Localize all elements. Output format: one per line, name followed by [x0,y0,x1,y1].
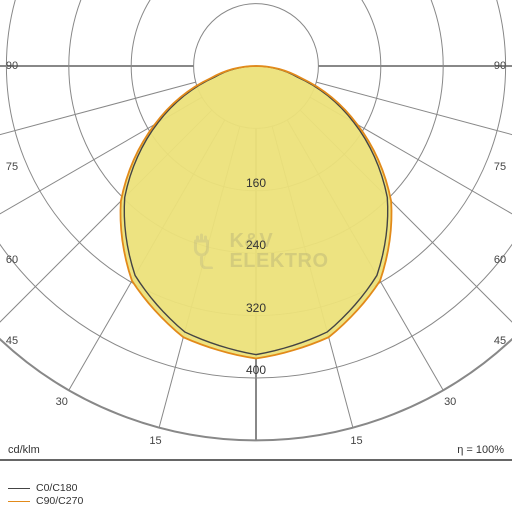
angle-label: 45 [6,335,18,347]
legend-label-c90: C90/C270 [36,495,83,508]
bottom-bar: cd/klm η = 100% C0/C180 C90/C270 [0,460,512,512]
polar-chart-svg [0,0,512,512]
polar-chart-container: 909075756060454530301515 160240320400 K&… [0,0,512,512]
legend-swatch-c90 [8,501,30,502]
angle-label: 45 [494,335,506,347]
angle-label: 15 [350,435,362,447]
radial-label: 160 [246,176,266,190]
legend-item-c0: C0/C180 [8,482,83,495]
legend-label-c0: C0/C180 [36,482,77,495]
legend-swatch-c0 [8,488,30,489]
angle-label: 60 [494,254,506,266]
angle-label: 30 [56,396,68,408]
angle-label: 75 [494,161,506,173]
angle-label: 90 [494,60,506,72]
eta-label: η = 100% [457,444,504,456]
legend-item-c90: C90/C270 [8,495,83,508]
radial-label: 400 [246,363,266,377]
angle-label: 90 [6,60,18,72]
angle-label: 60 [6,254,18,266]
angle-label: 15 [149,435,161,447]
angle-label: 75 [6,161,18,173]
radial-label: 240 [246,238,266,252]
radial-label: 320 [246,301,266,315]
unit-label: cd/klm [8,444,40,456]
angle-label: 30 [444,396,456,408]
legend: C0/C180 C90/C270 [8,482,83,508]
